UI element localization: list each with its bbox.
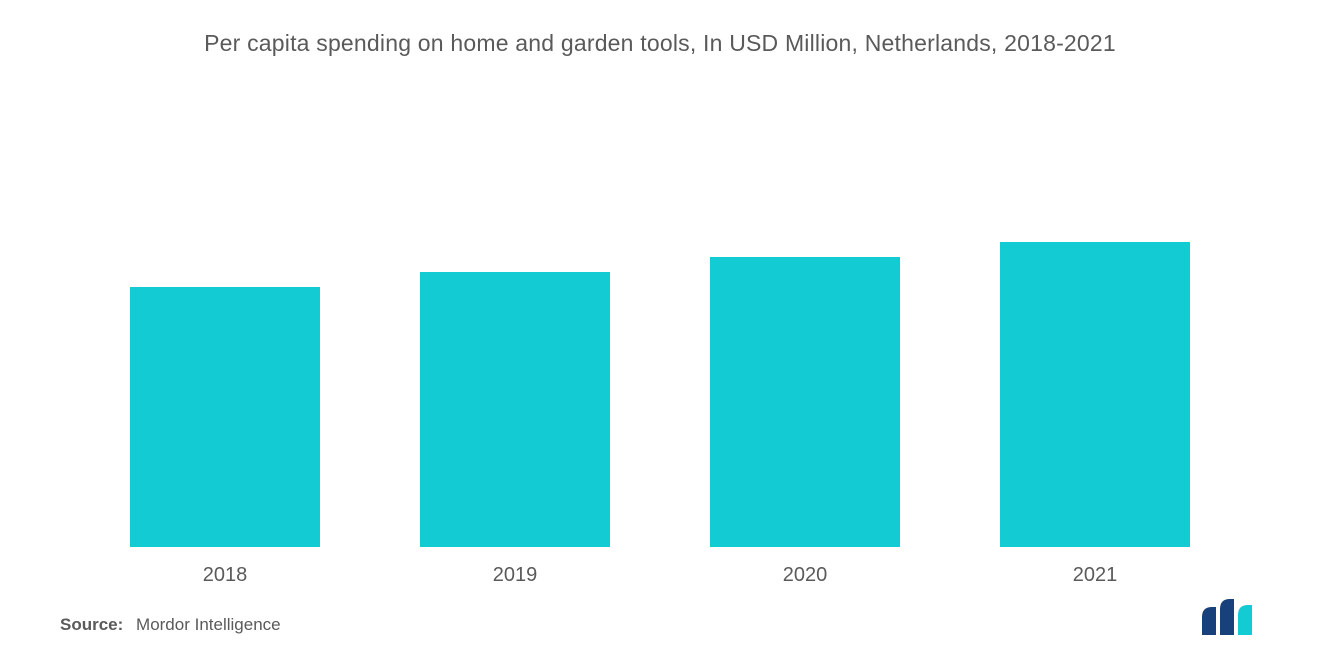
bar [420, 272, 610, 547]
source-value: Mordor Intelligence [136, 615, 281, 634]
bar-slot [370, 272, 660, 547]
x-axis-label: 2018 [80, 564, 370, 587]
plot-area: 2018201920202021 [80, 127, 1240, 587]
x-axis-label: 2021 [950, 564, 1240, 587]
x-axis-label: 2019 [370, 564, 660, 587]
bar [1000, 242, 1190, 547]
chart-container: Per capita spending on home and garden t… [0, 0, 1320, 665]
chart-footer: Source: Mordor Intelligence [50, 597, 1270, 645]
x-axis-label: 2020 [660, 564, 950, 587]
bar-slot [660, 257, 950, 547]
chart-title: Per capita spending on home and garden t… [50, 30, 1270, 57]
bar [130, 287, 320, 547]
source-label: Source: [60, 615, 123, 634]
bar [710, 257, 900, 547]
bars-row [80, 207, 1240, 547]
source-line: Source: Mordor Intelligence [60, 615, 281, 635]
brand-logo [1202, 597, 1260, 635]
x-axis-labels: 2018201920202021 [80, 564, 1240, 587]
bar-slot [950, 242, 1240, 547]
bar-slot [80, 287, 370, 547]
